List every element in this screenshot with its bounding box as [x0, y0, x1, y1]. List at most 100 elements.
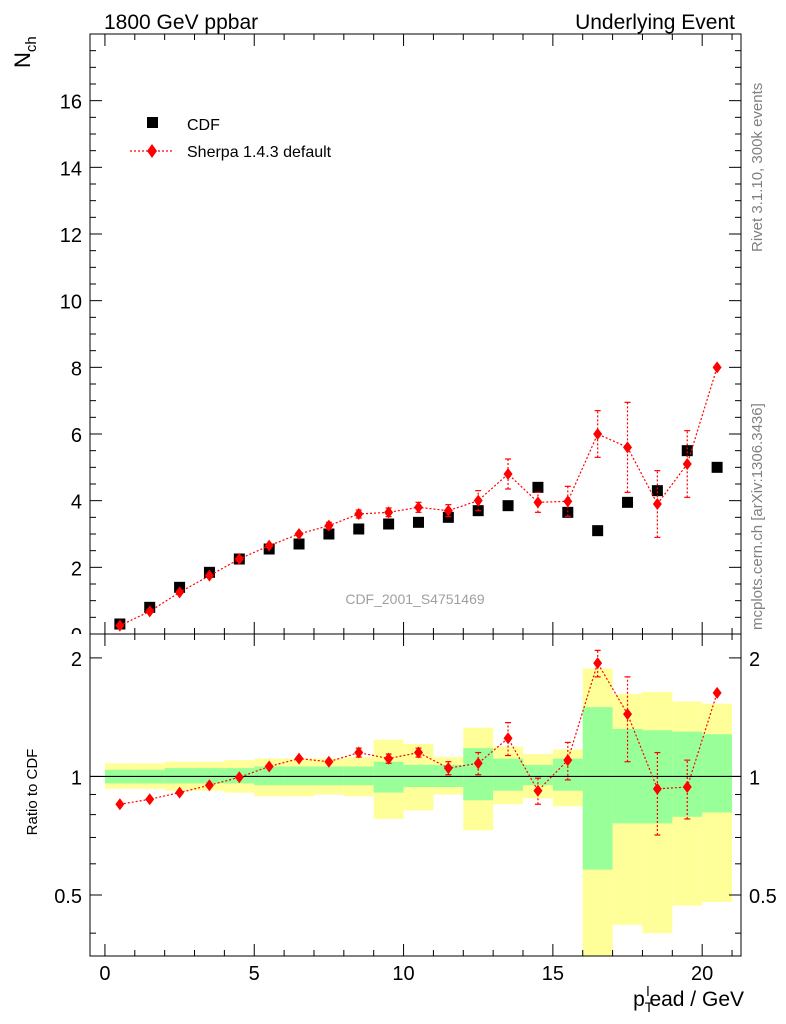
main-y-tick-label: 16 [60, 92, 82, 114]
ratio-sherpa-point [354, 746, 364, 759]
cdf-point [622, 496, 634, 508]
sherpa-point [652, 498, 662, 510]
x-label-sub: T [645, 999, 654, 1015]
ratio-sherpa-point [175, 786, 185, 799]
main-y-tick-label: 4 [71, 492, 82, 514]
cdf-point [562, 506, 574, 518]
legend-label-cdf: CDF [187, 117, 220, 134]
legend-marker-cdf [147, 117, 158, 128]
header-right: Underlying Event [575, 11, 735, 34]
main-y-tick-label: 2 [71, 558, 82, 580]
ratio-sherpa-point [712, 686, 722, 699]
cdf-point [592, 525, 604, 537]
sherpa-point [324, 519, 334, 532]
ratio-sherpa-point [264, 760, 274, 773]
ratio-y-tick-label: 0.5 [54, 886, 82, 908]
main-y-tick-label: 6 [71, 425, 82, 447]
cdf-point [651, 485, 663, 497]
ratio-y-tick-label-right: 1 [749, 767, 760, 789]
sherpa-point [593, 428, 603, 440]
ratio-sherpa-point [443, 762, 453, 775]
ratio-y-tick-label: 1 [71, 767, 82, 789]
legend: CDF Sherpa 1.4.3 default [130, 117, 332, 161]
ratio-sherpa-point [623, 708, 633, 721]
sherpa-point [264, 539, 274, 552]
band-inner [523, 764, 553, 786]
ratio-y-tick-label-right: 0.5 [749, 886, 777, 908]
main-plot-area [114, 361, 723, 632]
sherpa-point [443, 504, 453, 517]
cdf-point [711, 461, 723, 473]
ratio-sherpa-point [234, 771, 244, 784]
ratio-sherpa-point [384, 752, 394, 765]
ratio-sherpa-point [503, 732, 513, 745]
cdf-point [323, 528, 335, 540]
cdf-point [412, 516, 424, 528]
x-tick-label: 15 [542, 963, 564, 985]
ratio-sherpa-point [324, 755, 334, 768]
x-label-super: l [646, 983, 649, 999]
band-inner [164, 768, 195, 784]
x-tick-label: 0 [99, 963, 110, 985]
x-axis-label: pTlead / GeV [633, 983, 744, 1015]
ratio-sherpa-line [119, 661, 718, 805]
legend-marker-sherpa [147, 144, 157, 158]
ratio-y-tick-label: 2 [71, 649, 82, 671]
main-y-label-sub: ch [23, 36, 40, 52]
sherpa-point [473, 494, 483, 507]
main-y-tick-label: 14 [60, 158, 82, 180]
ratio-plot-area [90, 649, 741, 956]
sherpa-point [682, 458, 692, 470]
sherpa-line [119, 367, 718, 627]
ratio-sherpa-point [473, 757, 483, 770]
sherpa-point [115, 619, 125, 632]
main-y-tick-label: 12 [60, 225, 82, 247]
ratio-frame [89, 633, 742, 957]
cdf-point [293, 538, 305, 550]
legend-label-sherpa: Sherpa 1.4.3 default [187, 144, 332, 161]
main-plot-layer: 0 2 4 6 8 10 12 14 16 [60, 34, 741, 647]
ratio-y-axis-label: Ratio to CDF [24, 749, 41, 836]
sherpa-point [623, 441, 633, 454]
ratio-plot-layer: 0.5 0.51 12 20 5 10 15 20 [54, 634, 777, 985]
ratio-panel: 0.5 0.51 12 20 5 10 15 20 Ratio to CDF pTlead /… [24, 633, 777, 1015]
x-label-tail: ead / GeV [649, 988, 744, 1011]
cdf-point [532, 481, 544, 493]
ratio-sherpa-point [204, 779, 214, 792]
cdf-point [442, 511, 454, 523]
ratio-sherpa-point [652, 782, 662, 795]
main-y-tick-label: 0 [71, 625, 82, 647]
cdf-point [502, 500, 514, 512]
sherpa-point [234, 553, 244, 565]
x-tick-label: 20 [691, 963, 713, 985]
sherpa-point [384, 506, 394, 519]
x-tick-label: 5 [249, 963, 260, 985]
main-y-tick-label: 8 [71, 358, 82, 380]
sherpa-point [712, 361, 722, 374]
sherpa-point [563, 495, 573, 508]
sherpa-point [175, 586, 185, 599]
cdf-point [681, 445, 693, 457]
sherpa-point [204, 569, 214, 582]
main-panel: 0 2 4 6 8 10 12 14 16 CDF_2001_S4751469 Nch CDF … [10, 33, 742, 647]
side-label-bottom: mcplots.cern.ch [arXiv:1306.3436] [749, 403, 766, 630]
sherpa-point [533, 496, 543, 509]
ratio-sherpa-point [682, 781, 692, 794]
sherpa-point [145, 605, 155, 618]
ratio-sherpa-point [115, 798, 125, 811]
main-y-label-main: N [10, 52, 35, 68]
ratio-sherpa-point [563, 754, 573, 767]
cdf-point [383, 518, 395, 530]
main-y-tick-label: 10 [60, 292, 82, 314]
ratio-y-tick-label-right: 2 [749, 649, 760, 671]
ratio-sherpa-point [533, 784, 543, 797]
sherpa-point [503, 468, 513, 480]
main-y-axis-label: Nch [10, 36, 40, 68]
header-left: 1800 GeV ppbar [104, 11, 258, 34]
band-inner [493, 758, 524, 791]
sherpa-point [413, 501, 423, 514]
ratio-sherpa-point [413, 746, 423, 759]
band-inner [702, 734, 733, 813]
ratio-sherpa-point [593, 657, 603, 670]
